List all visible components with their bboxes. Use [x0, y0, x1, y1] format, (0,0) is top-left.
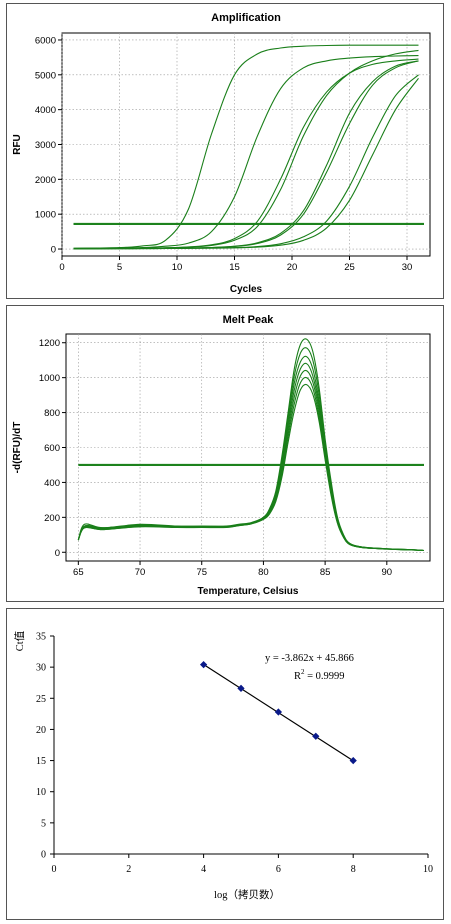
y-tick-label: 800 — [44, 408, 60, 419]
x-axis-label: Cycles — [230, 284, 263, 295]
x-tick-label: 20 — [287, 262, 298, 273]
y-tick-label: 20 — [36, 725, 46, 736]
y-tick-label: 400 — [44, 478, 60, 489]
y-tick-label: 6000 — [35, 35, 56, 46]
y-tick-label: 30 — [36, 663, 46, 674]
x-tick-label: 4 — [201, 864, 206, 875]
y-axis-label: RFU — [12, 134, 23, 155]
x-axis-label: Temperature, Celsius — [198, 586, 299, 597]
y-tick-label: 0 — [41, 850, 46, 861]
data-point — [349, 756, 357, 765]
y-tick-label: 1200 — [39, 338, 60, 349]
series-line-8 — [73, 77, 419, 250]
x-tick-label: 8 — [351, 864, 356, 875]
melt-peak-panel: Melt Peak 65 70 75 80 85 90 0 200 400 600 800 1000 12… — [6, 305, 444, 602]
data-point — [274, 708, 283, 716]
y-tick-label: 200 — [44, 513, 60, 524]
series-line-1 — [73, 44, 419, 249]
chart-title: Melt Peak — [223, 314, 275, 326]
y-tick-label: 1000 — [39, 373, 60, 384]
r-squared-symbol: R — [294, 671, 301, 682]
x-tick-label: 75 — [196, 567, 207, 578]
y-tick-label: 2000 — [35, 175, 56, 186]
y-tick-label: 5000 — [35, 70, 56, 81]
data-point — [237, 684, 245, 692]
melt-peak-chart: Melt Peak 65 70 75 80 85 90 0 200 400 600 800 1000 12… — [12, 314, 431, 597]
x-tick-label: 70 — [135, 567, 146, 578]
y-tick-label: 15 — [36, 756, 46, 767]
x-tick-label: 6 — [276, 864, 281, 875]
y-tick-label: 0 — [51, 245, 56, 256]
x-tick-label: 0 — [59, 262, 64, 273]
y-tick-label: 600 — [44, 443, 60, 454]
x-tick-label: 10 — [423, 864, 433, 875]
y-tick-label: 0 — [55, 548, 60, 559]
y-tick-label: 10 — [36, 787, 46, 798]
r-squared-label: R2 = 0.9999 — [294, 668, 345, 682]
standard-curve-panel: 0 5 10 15 20 25 30 35 0 2 4 6 8 10 y = -3.862x + 45.86… — [6, 608, 444, 920]
x-tick-label: 90 — [382, 567, 393, 578]
x-tick-label: 80 — [258, 567, 269, 578]
y-axis-label: -d(RFU)/dT — [12, 422, 23, 474]
y-tick-label: 25 — [36, 694, 46, 705]
chart-title: Amplification — [211, 12, 281, 24]
x-tick-label: 2 — [126, 864, 131, 875]
data-point — [312, 732, 320, 740]
x-tick-label: 65 — [73, 567, 84, 578]
x-tick-label: 15 — [229, 262, 240, 273]
x-tick-label: 30 — [402, 262, 413, 273]
x-tick-label: 0 — [52, 864, 57, 875]
y-tick-label: 4000 — [35, 105, 56, 116]
y-tick-label: 3000 — [35, 140, 56, 151]
r-squared-value: = 0.9999 — [305, 671, 345, 682]
series-line-7 — [77, 383, 424, 552]
x-tick-label: 85 — [320, 567, 331, 578]
x-tick-label: 25 — [344, 262, 355, 273]
y-tick-label: 35 — [36, 632, 46, 643]
data-point — [199, 661, 208, 669]
x-tick-label: 10 — [172, 262, 183, 273]
standard-curve-chart: 0 5 10 15 20 25 30 35 0 2 4 6 8 10 y = -3.862x + 45.86… — [13, 630, 433, 901]
amplification-panel: Amplification 0 5 10 15 20 25 30 0 1000 2000 3000 40… — [6, 3, 444, 299]
x-axis-label: log（拷贝数） — [214, 888, 280, 901]
amplification-chart: Amplification 0 5 10 15 20 25 30 0 1000 2000 3000 40… — [12, 12, 431, 295]
r-squared-superscript: 2 — [301, 668, 305, 676]
x-tick-label: 5 — [117, 262, 122, 273]
equation-label: y = -3.862x + 45.866 — [265, 653, 354, 664]
y-tick-label: 1000 — [35, 210, 56, 221]
y-tick-label: 5 — [41, 818, 46, 829]
y-axis-label: Ct值 — [13, 630, 26, 651]
